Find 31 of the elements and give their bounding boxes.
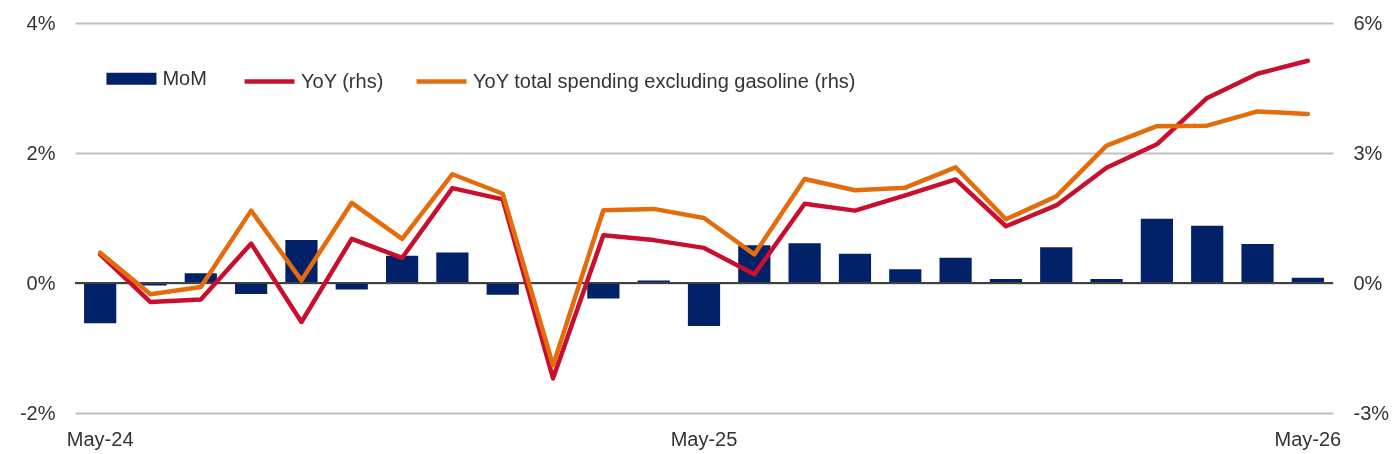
bar [1241,244,1274,283]
bar [1191,225,1224,283]
legend-label: YoY total spending excluding gasoline (rhs) [473,69,856,92]
bar [486,283,519,295]
y2-tick-label: 6% [1353,11,1383,34]
y2-tick-label: 3% [1353,141,1383,164]
bar [1140,218,1173,283]
bar [687,283,721,326]
bar [436,252,469,283]
y-tick-label: 4% [26,11,56,34]
bar [235,283,268,295]
bar [385,255,419,283]
y-tick-label: -2% [19,401,56,424]
bar [788,243,821,283]
bar [1040,247,1073,283]
legend-label: MoM [162,66,207,89]
y2-tick-label: 0% [1353,271,1383,294]
bar [889,269,922,283]
bar [838,253,872,283]
line-series [97,109,1311,368]
x-tick-label: May-24 [66,427,134,450]
y2-tick-label: -3% [1353,401,1390,424]
legend-label: YoY (rhs) [301,69,384,92]
x-tick-label: May-25 [670,427,738,450]
bar [939,257,972,283]
y-tick-label: 2% [26,141,56,164]
bar [84,283,117,324]
x-tick-label: May-26 [1274,427,1342,450]
bar [587,283,620,299]
y-tick-label: 0% [26,271,56,294]
line-series [97,58,1311,381]
